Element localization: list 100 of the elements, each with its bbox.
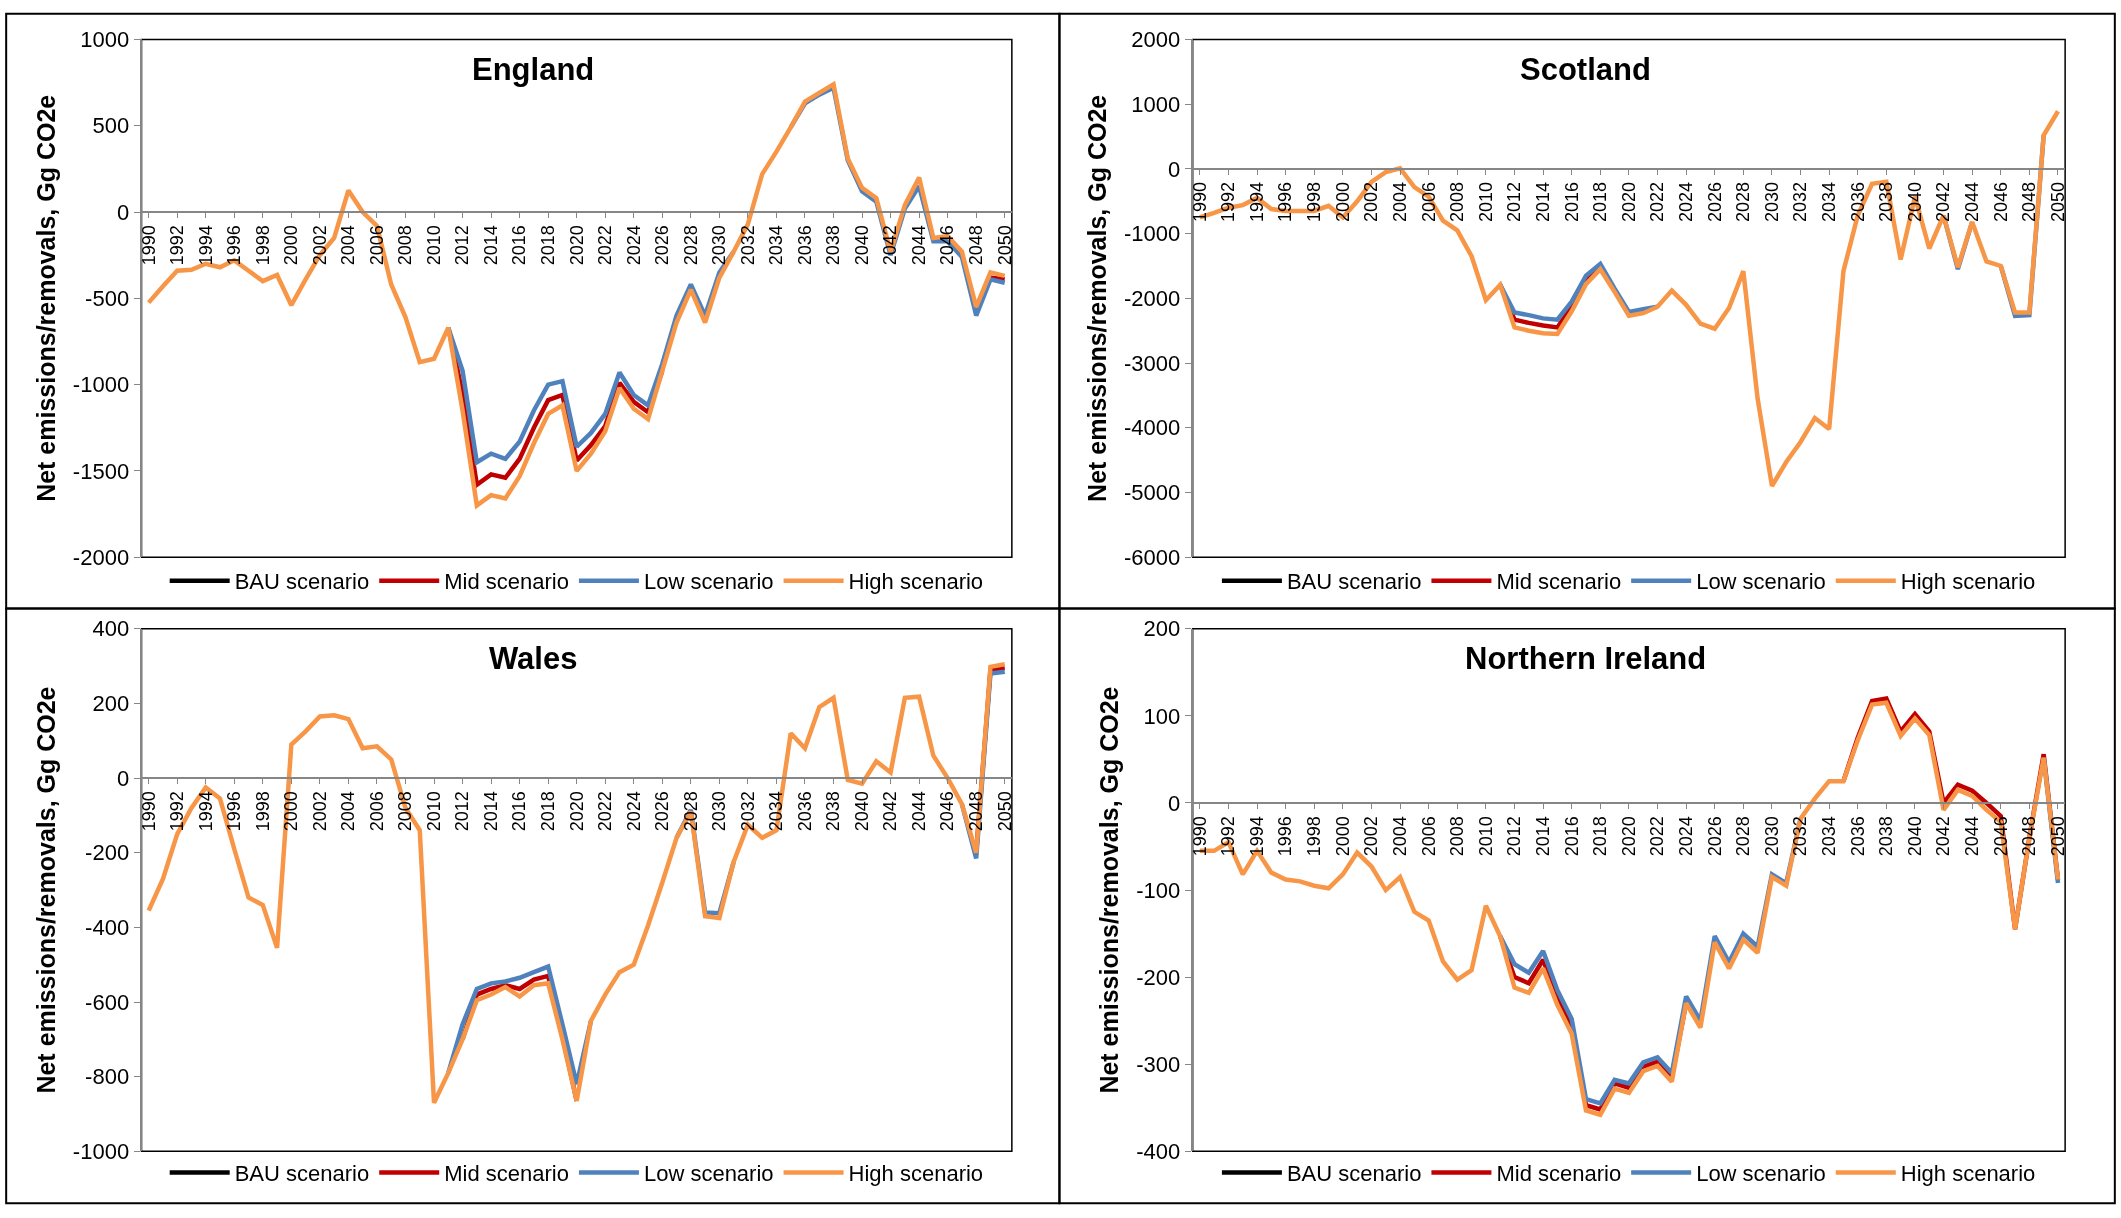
x-tick-label: 1990 <box>138 791 159 832</box>
x-tick-label: 2036 <box>1847 182 1868 223</box>
x-tick-label: 2004 <box>338 791 359 832</box>
y-axis-title: Net emissions/removals, Gg CO2e <box>32 686 61 1094</box>
x-tick-label: 2028 <box>1733 816 1754 857</box>
legend-label: High scenario <box>848 1161 984 1187</box>
x-tick-label: 1996 <box>1275 182 1296 223</box>
x-tick-label: 2018 <box>1590 816 1611 857</box>
x-tick-label: 2014 <box>480 791 501 832</box>
x-tick-label: 2008 <box>395 225 416 266</box>
x-tick-label: 1990 <box>1189 182 1210 223</box>
x-tick-label: 2002 <box>1361 816 1382 857</box>
x-tick-label: 2010 <box>423 791 444 832</box>
y-tick-label: -1000 <box>72 1139 130 1165</box>
x-tick-label: 2050 <box>2047 182 2068 223</box>
y-tick-label: 0 <box>116 765 130 791</box>
x-tick-label: 2030 <box>1761 182 1782 223</box>
y-tick-label: 100 <box>1143 703 1181 729</box>
legend-label: Low scenario <box>643 569 774 595</box>
x-tick-label: 2046 <box>1990 816 2011 857</box>
legend-label: Mid scenario <box>1496 569 1622 595</box>
x-tick-label: 2024 <box>623 791 644 832</box>
chart-title: Northern Ireland <box>1465 641 1707 676</box>
x-tick-label: 2008 <box>1447 182 1468 223</box>
x-tick-label: 2028 <box>680 791 701 832</box>
x-tick-label: 2026 <box>652 225 673 266</box>
x-tick-label: 2006 <box>366 791 387 832</box>
x-tick-label: 2012 <box>452 225 473 266</box>
x-tick-label: 2034 <box>766 225 787 266</box>
x-tick-label: 2036 <box>794 225 815 266</box>
x-tick-label: 2004 <box>1389 182 1410 223</box>
x-tick-label: 2000 <box>281 791 302 832</box>
y-tick-label: -1500 <box>72 458 130 484</box>
x-tick-label: 1990 <box>138 225 159 266</box>
legend-label: BAU scenario <box>1286 569 1422 595</box>
x-tick-label: 2034 <box>1818 182 1839 223</box>
y-axis-title: Net emissions/removals, Gg CO2e <box>1083 94 1112 502</box>
y-tick-label: -800 <box>85 1064 130 1090</box>
y-tick-label: 400 <box>92 616 130 642</box>
x-tick-label: 2004 <box>338 225 359 266</box>
y-tick-label: -400 <box>85 915 130 941</box>
x-tick-label: 2050 <box>994 225 1015 266</box>
legend-label: Low scenario <box>1696 569 1826 595</box>
legend-label: High scenario <box>1900 569 2036 595</box>
legend-label: Low scenario <box>1696 1161 1826 1187</box>
x-tick-label: 2038 <box>823 225 844 266</box>
x-tick-label: 2012 <box>452 791 473 832</box>
x-tick-label: 2048 <box>2019 182 2040 223</box>
x-tick-label: 2046 <box>937 791 958 832</box>
x-tick-label: 2048 <box>966 225 987 266</box>
x-tick-label: 1998 <box>1304 816 1325 857</box>
x-tick-label: 2042 <box>1933 182 1954 223</box>
x-tick-label: 2010 <box>1475 816 1496 857</box>
x-tick-label: 2010 <box>423 225 444 266</box>
y-tick-label: -2000 <box>1124 286 1181 312</box>
y-tick-label: -3000 <box>1124 350 1181 376</box>
x-tick-label: 2014 <box>1532 816 1553 857</box>
x-tick-label: 2014 <box>480 225 501 266</box>
x-tick-label: 2012 <box>1504 182 1525 223</box>
x-tick-label: 2042 <box>880 791 901 832</box>
x-tick-label: 1996 <box>1275 816 1296 857</box>
x-tick-label: 2018 <box>1590 182 1611 223</box>
x-tick-label: 2022 <box>1647 182 1668 223</box>
x-tick-label: 2022 <box>595 791 616 832</box>
y-tick-label: 0 <box>116 199 130 225</box>
x-tick-label: 2006 <box>1418 816 1439 857</box>
y-tick-label: 0 <box>1168 790 1181 816</box>
x-tick-label: 2036 <box>1847 816 1868 857</box>
y-axis-title: Net emissions/removals, Gg CO2e <box>32 94 61 502</box>
y-tick-label: 200 <box>1143 616 1181 642</box>
x-tick-label: 2044 <box>908 791 929 832</box>
y-tick-label: -400 <box>1136 1139 1181 1165</box>
x-tick-label: 1994 <box>195 225 216 266</box>
x-tick-label: 2034 <box>1818 816 1839 857</box>
x-tick-label: 2000 <box>1332 182 1353 223</box>
x-tick-label: 1996 <box>224 225 245 266</box>
x-tick-label: 2008 <box>1447 816 1468 857</box>
legend-label: Mid scenario <box>1496 1161 1622 1187</box>
x-tick-label: 2044 <box>1962 182 1983 223</box>
x-tick-label: 2012 <box>1504 816 1525 857</box>
x-tick-label: 2028 <box>680 225 701 266</box>
chart-title: Wales <box>489 641 578 676</box>
y-tick-label: -5000 <box>1124 480 1181 506</box>
x-tick-label: 2024 <box>1675 816 1696 857</box>
legend-label: Low scenario <box>643 1161 774 1187</box>
x-tick-label: 1992 <box>1218 816 1239 857</box>
x-tick-label: 2020 <box>1618 182 1639 223</box>
legend-label: High scenario <box>848 569 984 595</box>
y-tick-label: -300 <box>1136 1051 1181 1077</box>
y-tick-label: 2000 <box>1131 27 1181 53</box>
chart-title: England <box>472 52 595 87</box>
x-tick-label: 2050 <box>994 791 1015 832</box>
chart-title: Scotland <box>1520 52 1651 87</box>
y-tick-label: -1000 <box>72 372 130 398</box>
y-tick-label: -200 <box>1136 964 1181 990</box>
x-tick-label: 2038 <box>823 791 844 832</box>
x-tick-label: 2048 <box>2019 816 2040 857</box>
x-tick-label: 2016 <box>509 791 530 832</box>
y-tick-label: 1000 <box>80 27 130 53</box>
x-tick-label: 2016 <box>1561 182 1582 223</box>
